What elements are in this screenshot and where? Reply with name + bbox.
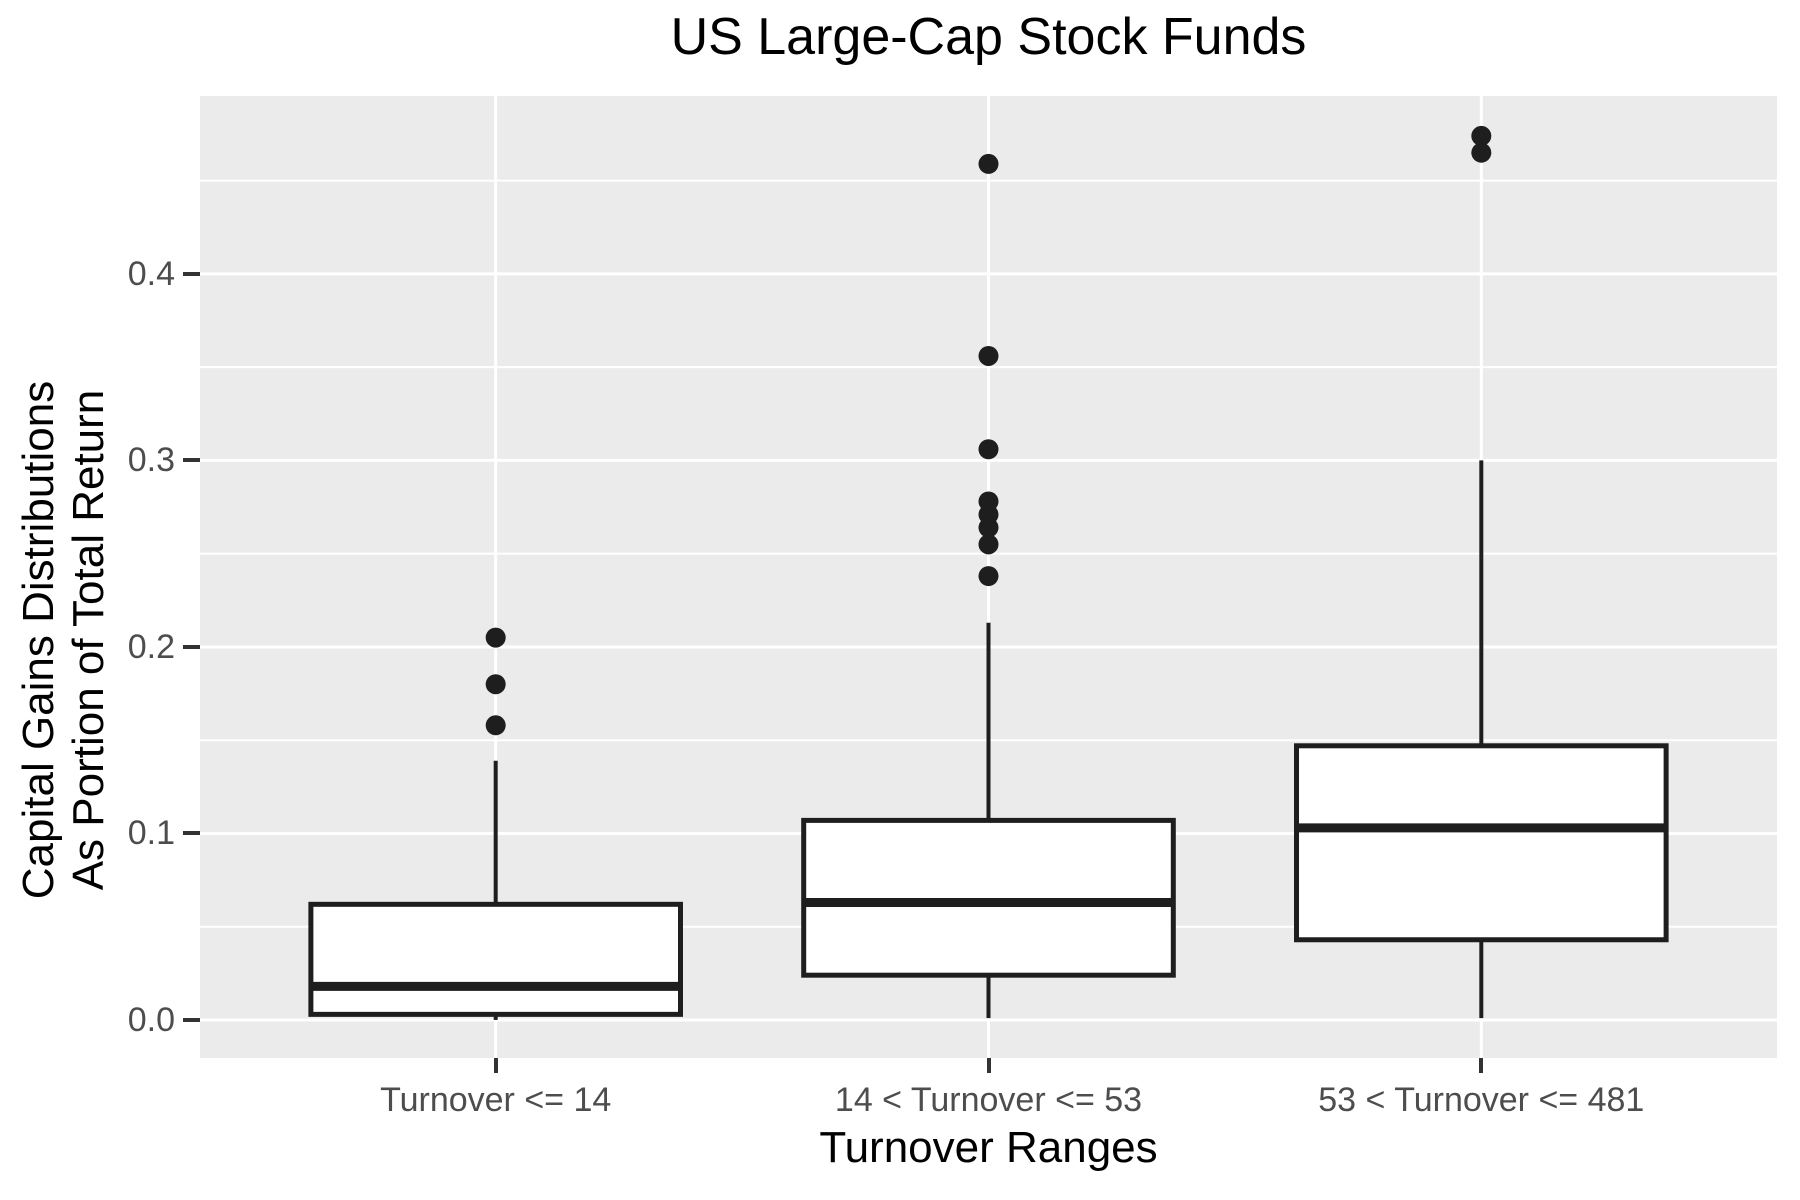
- outlier-point: [1471, 142, 1492, 163]
- outlier-point: [978, 491, 999, 512]
- outlier-point: [978, 345, 999, 366]
- y-tick-label: 0.4: [127, 254, 175, 293]
- y-tick-mark: [183, 644, 200, 649]
- y-tick-mark: [183, 458, 200, 463]
- outlier-point: [978, 566, 999, 587]
- y-tick-label: 0.3: [127, 441, 175, 480]
- chart-title: US Large-Cap Stock Funds: [670, 8, 1307, 66]
- boxplot-svg: [200, 96, 1777, 1058]
- x-tick-mark: [1479, 1058, 1484, 1073]
- panel: [200, 96, 1777, 1058]
- outlier-point: [978, 534, 999, 555]
- box: [308, 901, 683, 1017]
- y-tick-mark: [183, 271, 200, 276]
- outlier-point: [485, 674, 506, 695]
- y-tick-mark: [183, 831, 200, 836]
- x-category-label: 53 < Turnover <= 481: [1318, 1081, 1645, 1119]
- outlier-point: [978, 439, 999, 460]
- x-tick-mark: [493, 1058, 498, 1073]
- x-tick-mark: [986, 1058, 991, 1073]
- outlier-point: [485, 715, 506, 736]
- y-tick-label: 0.2: [127, 627, 175, 666]
- box: [801, 817, 1176, 978]
- y-tick-label: 0.1: [127, 814, 175, 853]
- y-tick-label: 0.0: [127, 1000, 175, 1039]
- x-axis-title: Turnover Ranges: [819, 1123, 1158, 1172]
- outlier-point: [485, 627, 506, 648]
- box: [1294, 743, 1669, 943]
- x-category-label: Turnover <= 14: [380, 1081, 612, 1119]
- x-category-label: 14 < Turnover <= 53: [834, 1081, 1143, 1119]
- outlier-point: [978, 153, 999, 174]
- outlier-point: [1471, 125, 1492, 146]
- y-tick-mark: [183, 1017, 200, 1022]
